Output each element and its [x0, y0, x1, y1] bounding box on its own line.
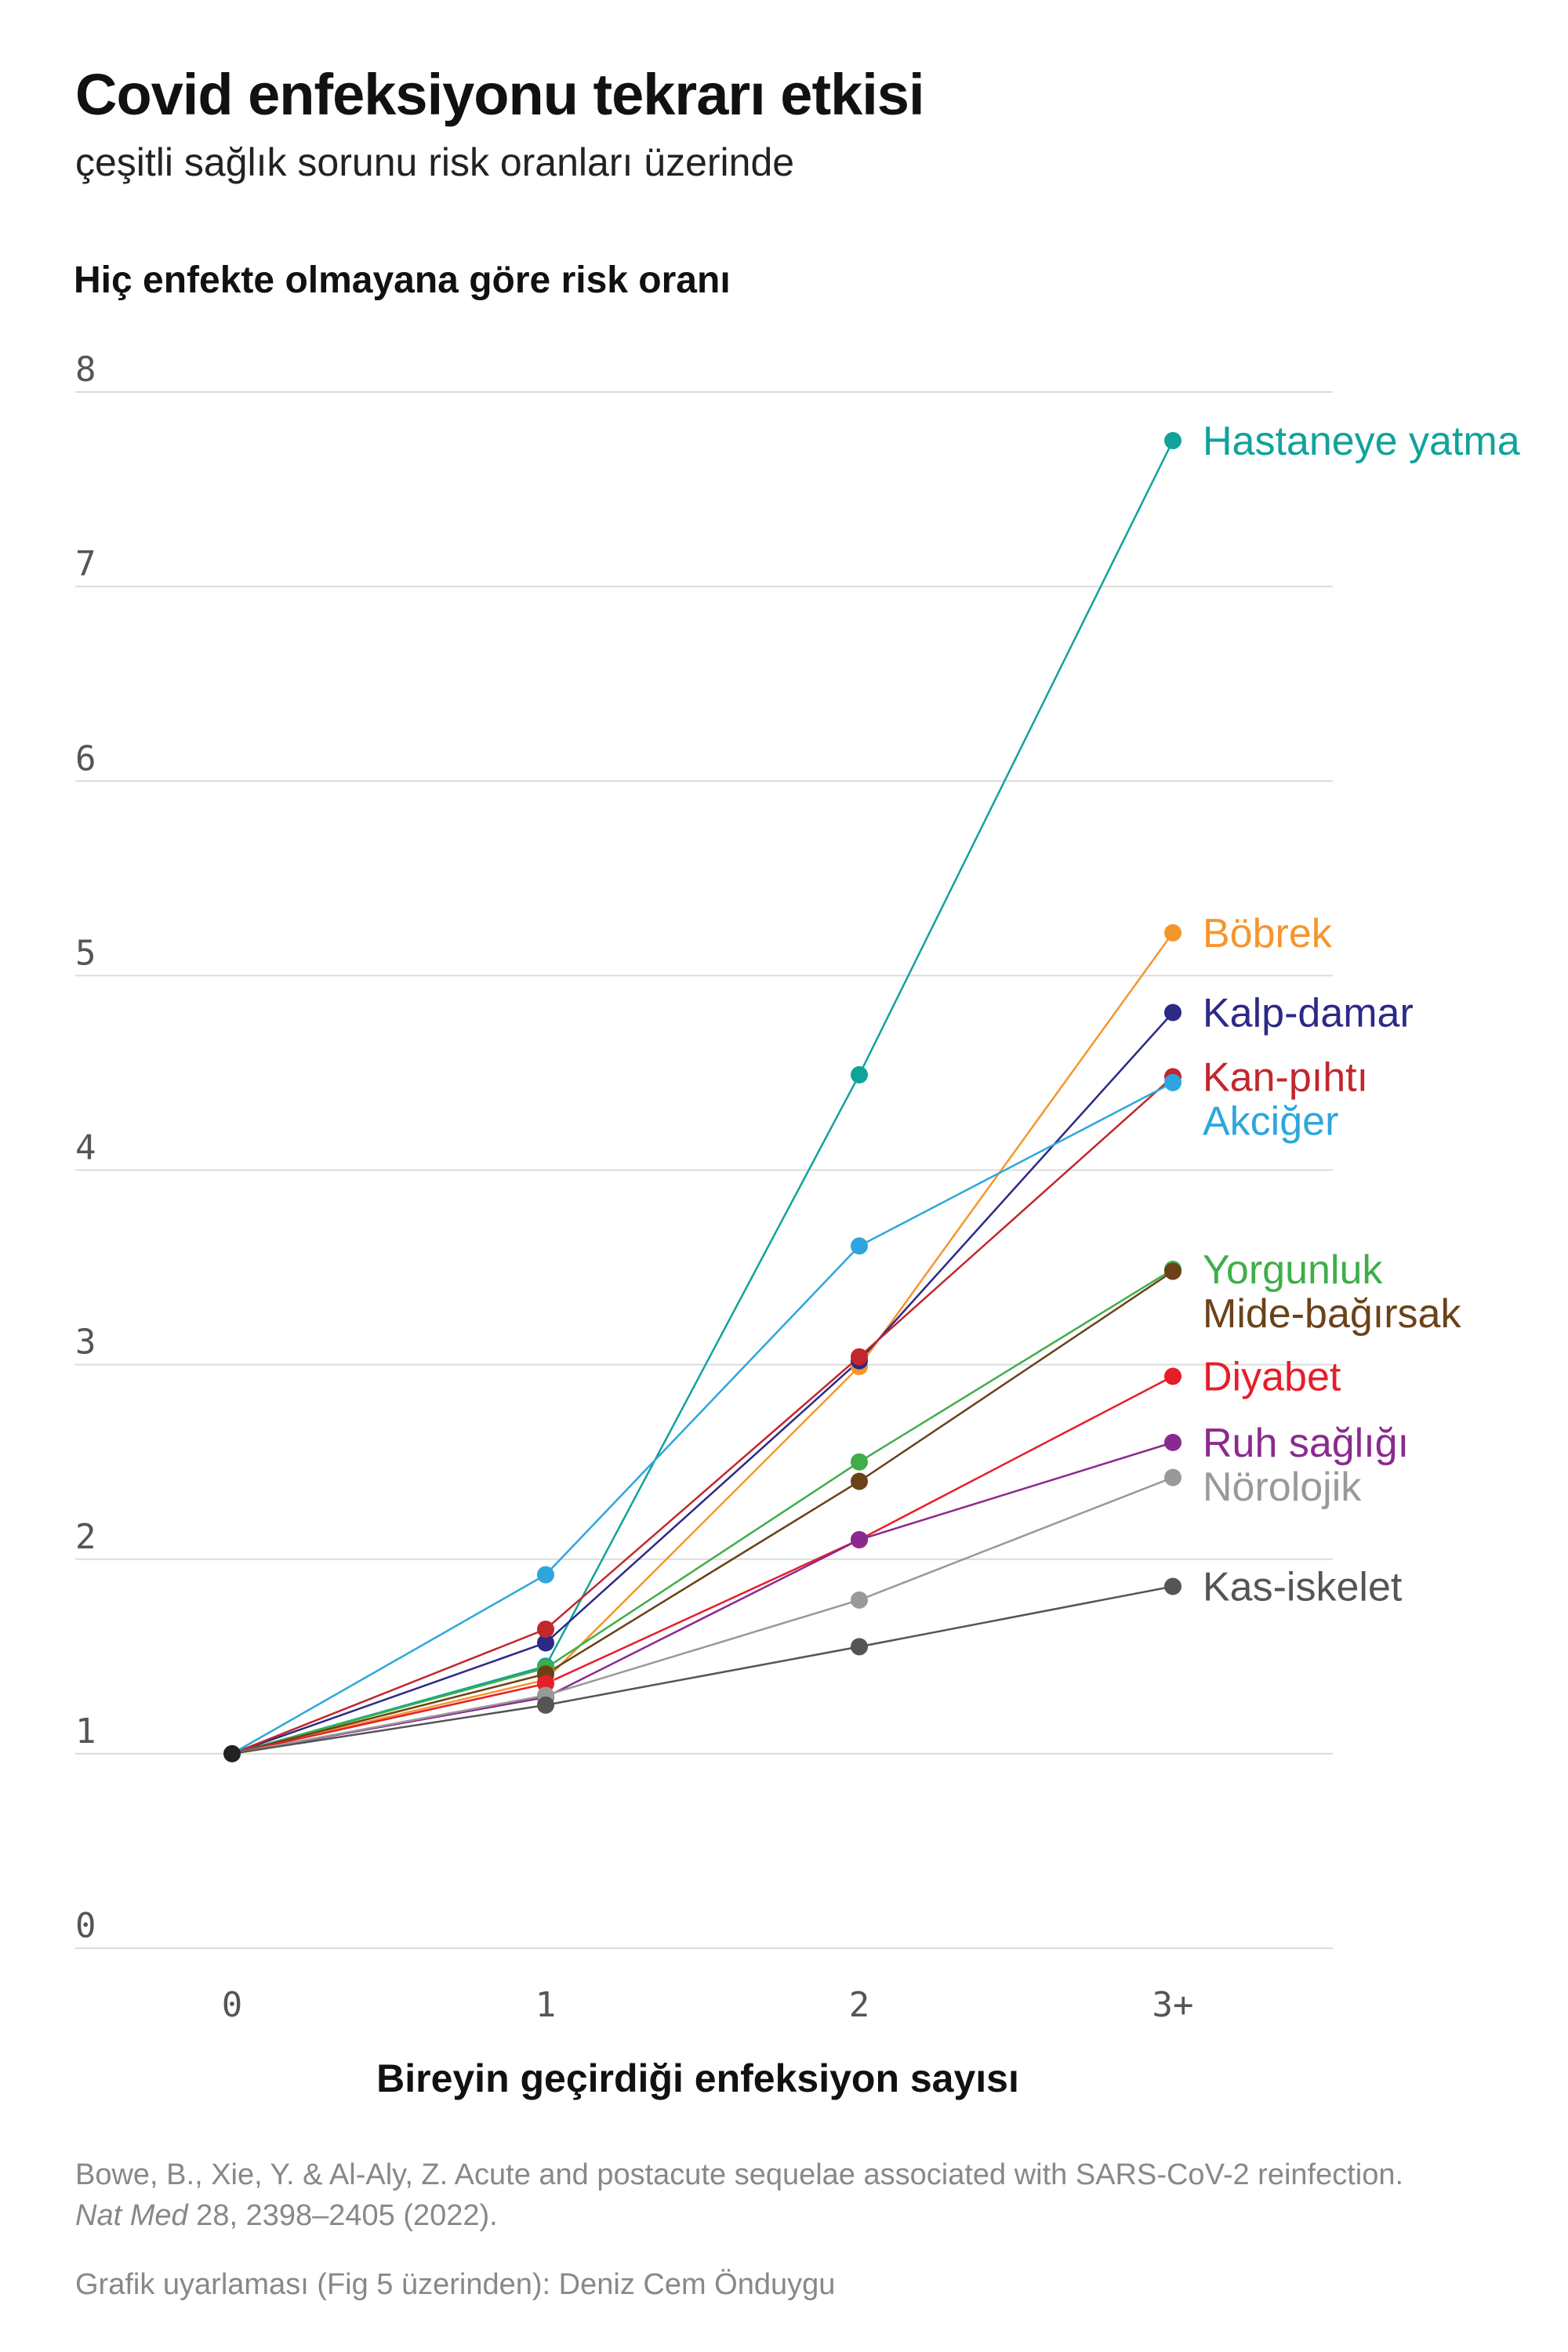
x-tick-label: 3+	[1152, 1985, 1194, 2025]
data-point	[851, 1591, 868, 1609]
series-line	[231, 1375, 1174, 1755]
series-label: Hastaneye yatma	[1203, 419, 1520, 464]
source-citation: Bowe, B., Xie, Y. & Al-Aly, Z. Acute and…	[75, 2154, 1403, 2236]
data-point	[1164, 432, 1181, 450]
data-point	[851, 1472, 868, 1490]
series-line	[231, 1011, 1174, 1755]
series-label: Kas-iskelet	[1203, 1564, 1403, 1610]
series-label: Nörolojik	[1203, 1465, 1362, 1510]
y-tick-label: 8	[75, 350, 96, 390]
series-line	[231, 1441, 1174, 1755]
y-tick-label: 0	[75, 1906, 96, 1946]
y-tick-label: 5	[75, 933, 96, 973]
y-axis-ticks: 0 1 2 3 4 5 6 7 8	[75, 350, 96, 1946]
data-point	[1164, 1468, 1181, 1486]
y-axis-title: Hiç enfekte olmayana göre risk oranı	[74, 260, 731, 301]
series-line	[231, 440, 1174, 1755]
data-point	[851, 1453, 868, 1471]
series-label: Mide-bağırsak	[1203, 1291, 1461, 1337]
source-journal: Nat Med	[75, 2199, 188, 2232]
source-line-2: Nat Med 28, 2398–2405 (2022).	[75, 2195, 1403, 2236]
origin-point	[223, 1744, 241, 1762]
data-point	[537, 1566, 554, 1584]
data-point	[1164, 924, 1181, 942]
x-axis-ticks: 0 1 2 3+	[222, 1985, 1194, 2025]
x-tick-label: 0	[222, 1985, 243, 2025]
data-point	[537, 1621, 554, 1639]
data-point	[851, 1065, 868, 1083]
y-tick-label: 1	[75, 1711, 96, 1751]
data-point	[851, 1638, 868, 1656]
series-points	[223, 432, 1181, 1762]
y-tick-label: 6	[75, 739, 96, 779]
y-tick-label: 7	[75, 544, 96, 584]
data-point	[851, 1530, 868, 1548]
data-point	[1164, 1577, 1181, 1595]
series-label: Kalp-damar	[1203, 991, 1414, 1036]
chart-credit: Grafik uyarlaması (Fig 5 üzerinden): Den…	[75, 2268, 836, 2301]
series-line	[231, 1476, 1174, 1755]
series-line	[231, 1585, 1174, 1755]
data-point	[851, 1348, 868, 1366]
x-tick-label: 1	[535, 1985, 557, 2025]
series-line	[231, 1076, 1174, 1755]
series-label: Kan-pıhtı	[1203, 1054, 1368, 1100]
y-tick-label: 4	[75, 1128, 96, 1168]
series-line	[231, 1270, 1174, 1755]
series-label: Ruh sağlığı	[1203, 1421, 1409, 1466]
series-label: Yorgunluk	[1203, 1247, 1383, 1293]
series-label: Akciğer	[1203, 1098, 1338, 1144]
data-point	[1164, 1367, 1181, 1385]
series-label: Diyabet	[1203, 1355, 1341, 1400]
data-point	[1164, 1004, 1181, 1022]
x-tick-label: 2	[849, 1985, 870, 2025]
series-line	[231, 1081, 1174, 1755]
data-point	[537, 1696, 554, 1714]
chart-subtitle: çeşitli sağlık sorunu risk oranları üzer…	[75, 140, 795, 184]
y-tick-label: 2	[75, 1517, 96, 1557]
data-point	[537, 1634, 554, 1652]
source-line-1: Bowe, B., Xie, Y. & Al-Aly, Z. Acute and…	[75, 2158, 1404, 2191]
data-point	[851, 1237, 868, 1255]
series-line	[231, 1268, 1174, 1755]
y-tick-label: 3	[75, 1323, 96, 1363]
data-point	[1164, 1262, 1181, 1280]
data-point	[1164, 1433, 1181, 1451]
x-axis-title: Bireyin geçirdiği enfeksiyon sayısı	[376, 2056, 1019, 2100]
series-lines	[231, 440, 1174, 1755]
chart-title: Covid enfeksiyonu tekrarı etkisi	[75, 62, 925, 127]
data-point	[1164, 1073, 1181, 1091]
source-volume: 28, 2398–2405 (2022).	[187, 2199, 498, 2232]
series-label: Böbrek	[1203, 911, 1333, 956]
series-labels: Hastaneye yatma Böbrek Kalp-damar Kan-pıhtı…	[1203, 419, 1520, 1610]
gridlines	[75, 391, 1333, 1949]
series-line	[231, 932, 1174, 1755]
